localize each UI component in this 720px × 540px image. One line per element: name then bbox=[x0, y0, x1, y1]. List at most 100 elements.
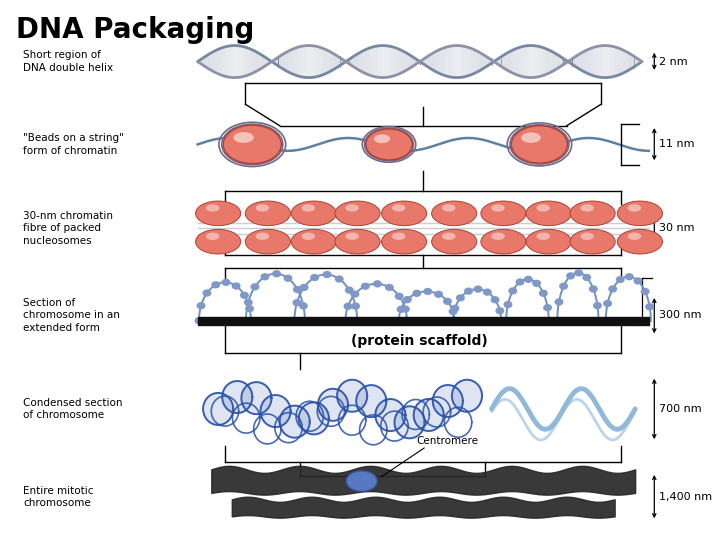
Circle shape bbox=[444, 299, 451, 304]
Circle shape bbox=[293, 300, 301, 306]
Ellipse shape bbox=[366, 129, 413, 160]
Polygon shape bbox=[318, 389, 348, 421]
Circle shape bbox=[351, 291, 359, 297]
Circle shape bbox=[300, 285, 308, 291]
Ellipse shape bbox=[628, 204, 642, 212]
Circle shape bbox=[386, 285, 393, 291]
Circle shape bbox=[413, 291, 420, 296]
Circle shape bbox=[395, 318, 402, 323]
Text: 30 nm: 30 nm bbox=[659, 224, 695, 233]
Ellipse shape bbox=[580, 204, 594, 212]
Circle shape bbox=[509, 288, 516, 294]
Ellipse shape bbox=[256, 233, 269, 240]
Text: Section of
chromosome in an
extended form: Section of chromosome in an extended for… bbox=[23, 298, 120, 333]
Circle shape bbox=[555, 299, 563, 305]
Ellipse shape bbox=[291, 201, 336, 226]
Ellipse shape bbox=[580, 233, 594, 240]
Ellipse shape bbox=[196, 230, 240, 254]
Ellipse shape bbox=[335, 201, 380, 226]
Polygon shape bbox=[299, 402, 329, 434]
Ellipse shape bbox=[617, 201, 662, 226]
Ellipse shape bbox=[374, 134, 390, 143]
Circle shape bbox=[449, 308, 456, 314]
Circle shape bbox=[374, 281, 381, 287]
Polygon shape bbox=[222, 381, 252, 413]
Circle shape bbox=[352, 303, 359, 309]
Circle shape bbox=[491, 297, 499, 303]
Circle shape bbox=[240, 292, 248, 298]
Ellipse shape bbox=[291, 230, 336, 254]
Circle shape bbox=[602, 318, 610, 323]
Circle shape bbox=[474, 286, 482, 292]
Circle shape bbox=[609, 286, 616, 292]
Ellipse shape bbox=[206, 233, 220, 240]
Circle shape bbox=[273, 271, 280, 276]
Circle shape bbox=[197, 303, 204, 309]
Circle shape bbox=[503, 318, 510, 323]
Circle shape bbox=[604, 301, 611, 306]
Circle shape bbox=[212, 282, 220, 288]
Circle shape bbox=[344, 303, 352, 309]
Polygon shape bbox=[356, 385, 387, 417]
Circle shape bbox=[583, 274, 590, 280]
Ellipse shape bbox=[246, 201, 290, 226]
Circle shape bbox=[451, 306, 459, 311]
Polygon shape bbox=[279, 406, 310, 438]
Circle shape bbox=[496, 308, 503, 314]
Ellipse shape bbox=[442, 233, 456, 240]
Circle shape bbox=[284, 275, 292, 281]
Polygon shape bbox=[337, 380, 367, 412]
Circle shape bbox=[516, 279, 523, 285]
Circle shape bbox=[533, 280, 540, 286]
Text: "Beads on a string"
form of chromatin: "Beads on a string" form of chromatin bbox=[23, 133, 124, 156]
Ellipse shape bbox=[481, 201, 526, 226]
Circle shape bbox=[594, 302, 601, 308]
Polygon shape bbox=[452, 380, 482, 412]
Circle shape bbox=[435, 292, 442, 297]
Circle shape bbox=[246, 306, 253, 312]
Ellipse shape bbox=[491, 233, 505, 240]
Circle shape bbox=[560, 283, 567, 289]
Circle shape bbox=[222, 279, 230, 285]
Text: 300 nm: 300 nm bbox=[659, 310, 701, 320]
Circle shape bbox=[251, 284, 258, 290]
Ellipse shape bbox=[302, 204, 315, 212]
Circle shape bbox=[456, 295, 464, 301]
Circle shape bbox=[402, 306, 409, 312]
Circle shape bbox=[336, 276, 343, 282]
Ellipse shape bbox=[233, 132, 253, 143]
Ellipse shape bbox=[491, 204, 505, 212]
Ellipse shape bbox=[223, 125, 282, 164]
Ellipse shape bbox=[392, 233, 405, 240]
Circle shape bbox=[261, 274, 269, 280]
Polygon shape bbox=[261, 395, 291, 427]
Polygon shape bbox=[414, 399, 444, 431]
Ellipse shape bbox=[346, 471, 377, 491]
Circle shape bbox=[484, 289, 491, 295]
Ellipse shape bbox=[628, 233, 642, 240]
Polygon shape bbox=[375, 399, 405, 431]
Ellipse shape bbox=[196, 201, 240, 226]
Ellipse shape bbox=[335, 230, 380, 254]
Circle shape bbox=[525, 276, 532, 282]
Circle shape bbox=[634, 278, 642, 284]
Ellipse shape bbox=[431, 201, 477, 226]
Ellipse shape bbox=[526, 201, 571, 226]
Circle shape bbox=[424, 288, 431, 294]
Circle shape bbox=[567, 273, 575, 279]
Ellipse shape bbox=[431, 230, 477, 254]
Ellipse shape bbox=[302, 233, 315, 240]
Text: 1,400 nm: 1,400 nm bbox=[659, 492, 712, 502]
Circle shape bbox=[465, 288, 472, 294]
Circle shape bbox=[544, 305, 552, 310]
Circle shape bbox=[404, 296, 411, 302]
Circle shape bbox=[642, 288, 649, 294]
Ellipse shape bbox=[526, 230, 571, 254]
Text: Entire mitotic
chromosome: Entire mitotic chromosome bbox=[23, 486, 94, 508]
Circle shape bbox=[342, 318, 349, 323]
Circle shape bbox=[616, 276, 624, 282]
Circle shape bbox=[291, 318, 298, 323]
Text: (protein scaffold): (protein scaffold) bbox=[351, 334, 488, 348]
Circle shape bbox=[195, 318, 203, 323]
Ellipse shape bbox=[617, 230, 662, 254]
